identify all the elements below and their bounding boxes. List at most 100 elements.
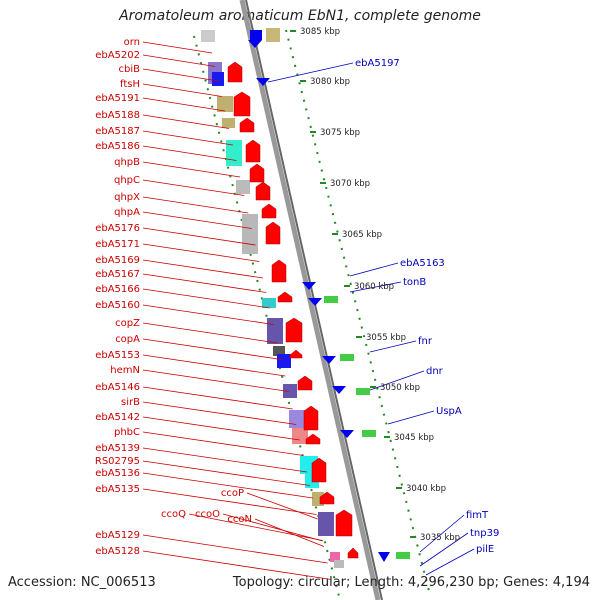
label-leader <box>222 513 323 542</box>
map-title: Aromatoleum aromaticum EbN1, complete ge… <box>119 8 481 24</box>
gene-label-pile: pilE <box>476 544 494 555</box>
label-leader <box>267 62 354 83</box>
label-leader <box>142 259 264 279</box>
label-leader <box>188 513 323 541</box>
scale-label: 3055 kbp <box>366 333 406 343</box>
gene-label-eba5191: ebA5191 <box>95 93 140 104</box>
gene-label-eba5188: ebA5188 <box>95 110 140 121</box>
label-leader <box>142 338 282 360</box>
forward-gene-arrow <box>245 139 261 163</box>
feature-block <box>236 180 250 194</box>
label-leader <box>142 386 293 410</box>
feature-block <box>292 428 308 444</box>
label-leader <box>142 460 311 486</box>
label-leader <box>142 54 216 67</box>
forward-gene-arrow <box>249 163 265 183</box>
label-leader <box>419 532 469 567</box>
gene-label-eba5163: ebA5163 <box>400 258 445 269</box>
gene-label-ftsh: ftsH <box>120 79 140 90</box>
gene-label-qhpx: qhpX <box>114 192 140 203</box>
label-leader <box>142 550 332 580</box>
scale-label: 3070 kbp <box>330 179 370 189</box>
gene-label-eba5169: ebA5169 <box>95 255 140 266</box>
feature-blocks <box>201 28 344 568</box>
gene-label-qhpa: qhpA <box>114 207 140 218</box>
forward-gene-arrow <box>289 349 303 359</box>
scale-label: 3035 kbp <box>420 533 460 543</box>
green-gene <box>324 296 338 303</box>
forward-gene-arrow <box>261 203 277 219</box>
forward-gene-arrow <box>277 291 293 303</box>
gene-label-sirb: sirB <box>121 397 140 408</box>
gene-label-ccop: ccoP <box>221 488 244 499</box>
feature-block <box>318 512 334 536</box>
label-leader <box>142 472 313 499</box>
gene-label-eba5128: ebA5128 <box>95 546 140 557</box>
gene-label-uspa: UspA <box>436 406 462 417</box>
label-leader <box>142 114 230 129</box>
label-leaders <box>142 41 475 580</box>
reverse-gene-arrow <box>308 298 322 306</box>
gene-label-qhpb: qhpB <box>114 157 140 168</box>
gene-label-eba5139: ebA5139 <box>95 443 140 454</box>
label-leader <box>142 401 297 425</box>
feature-block <box>330 552 340 562</box>
forward-gene-arrow <box>233 91 251 117</box>
label-leader <box>349 281 402 293</box>
scale-label: 3045 kbp <box>394 433 434 443</box>
label-leader <box>142 243 260 262</box>
label-leader <box>254 518 325 547</box>
label-leader <box>142 304 274 325</box>
reverse-gene-arrow <box>322 356 336 364</box>
feature-block <box>334 560 344 568</box>
gene-label-eba5135: ebA5135 <box>95 484 140 495</box>
forward-gene-arrow <box>305 433 321 445</box>
feature-block <box>212 72 224 86</box>
gene-label-tonb: tonB <box>403 277 426 288</box>
gene-label-eba5142: ebA5142 <box>95 412 140 423</box>
label-leader <box>369 370 425 391</box>
gene-label-fnr: fnr <box>418 336 433 347</box>
gene-label-cbib: cbiB <box>119 64 141 75</box>
gene-label-eba5129: ebA5129 <box>95 530 140 541</box>
gene-label-orn: orn <box>124 37 140 48</box>
gene-label-eba5153: ebA5153 <box>95 350 140 361</box>
gene-label-qhpc: qhpC <box>114 175 140 186</box>
feature-block <box>267 318 283 344</box>
feature-block <box>277 354 291 368</box>
green-gene <box>356 388 370 395</box>
label-leader <box>425 548 475 576</box>
label-leader <box>142 161 241 178</box>
reverse-gene-arrow <box>332 386 346 394</box>
label-leader <box>349 262 399 277</box>
label-leader <box>142 447 308 473</box>
label-leader <box>142 416 300 441</box>
gene-label-eba5186: ebA5186 <box>95 141 140 152</box>
feature-block <box>262 298 276 308</box>
gene-label-ccoo: ccoO <box>195 509 220 520</box>
gene-label-hemn: hemN <box>110 365 140 376</box>
reverse-gene-arrow <box>302 282 316 290</box>
gene-label-rs02795: RS02795 <box>95 456 140 467</box>
forward-gene-arrow <box>239 117 255 133</box>
reverse-gene-arrow <box>248 40 262 48</box>
gene-label-copz: copZ <box>115 318 140 329</box>
feature-block <box>273 346 285 356</box>
gene-label-eba5146: ebA5146 <box>95 382 140 393</box>
gene-labels: orn ebA5202 cbiB ftsH ebA5191 ebA5188 ebA5187 e… <box>95 37 499 557</box>
forward-gene-arrow <box>335 509 353 537</box>
scale-label: 3040 kbp <box>406 484 446 494</box>
scale-label: 3065 kbp <box>342 230 382 240</box>
label-leader <box>142 211 252 229</box>
label-leader <box>142 196 249 214</box>
forward-gene-arrow <box>297 375 313 391</box>
scale-label: 3080 kbp <box>310 77 350 87</box>
forward-gene-arrow <box>265 221 281 245</box>
label-leader <box>142 130 233 146</box>
label-leader <box>142 145 237 161</box>
gene-label-eba5160: ebA5160 <box>95 300 140 311</box>
forward-gene-arrow <box>255 181 271 201</box>
topology-text: Topology: circular; Length: 4,296,230 bp… <box>232 575 590 590</box>
gene-block <box>250 30 262 40</box>
